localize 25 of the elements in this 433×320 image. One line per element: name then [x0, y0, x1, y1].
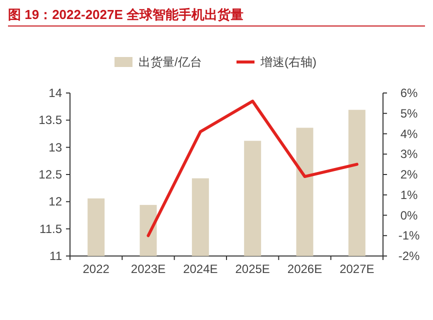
x-tick-label: 2024E: [183, 262, 218, 276]
legend-label: 出货量/亿台: [138, 55, 202, 69]
x-tick-label: 2023E: [130, 262, 166, 276]
legend-label: 增速(右轴): [260, 55, 316, 69]
x-tick-label: 2027E: [340, 262, 374, 276]
y-tick-label: 13.5: [38, 113, 62, 128]
y2-tick-label: 6%: [400, 86, 418, 100]
x-tick-label: 2022: [82, 262, 110, 276]
y2-tick-label: 2%: [400, 168, 418, 182]
y2-tick-label: 4%: [400, 126, 418, 141]
x-tick-label: 2025E: [235, 262, 270, 276]
y2-tick-label: 1%: [400, 188, 418, 202]
y2-tick-label: 5%: [400, 106, 418, 120]
y-tick-label: 11.5: [40, 222, 62, 236]
y2-tick-label: -1%: [398, 228, 420, 243]
y-tick-label: 11: [50, 249, 62, 263]
x-tick-label: 2026E: [287, 262, 322, 276]
y2-tick-label: -2%: [398, 249, 420, 263]
y-tick-label: 13: [48, 140, 62, 154]
y2-tick-label: 0%: [400, 208, 418, 222]
chart-title: 图 19：2022-2027E 全球智能手机出货量: [8, 7, 244, 22]
y-tick-label: 12.5: [38, 168, 62, 182]
y-tick-label: 14: [48, 86, 62, 100]
y-tick-label: 12: [48, 194, 62, 209]
y2-tick-label: 3%: [400, 147, 418, 162]
